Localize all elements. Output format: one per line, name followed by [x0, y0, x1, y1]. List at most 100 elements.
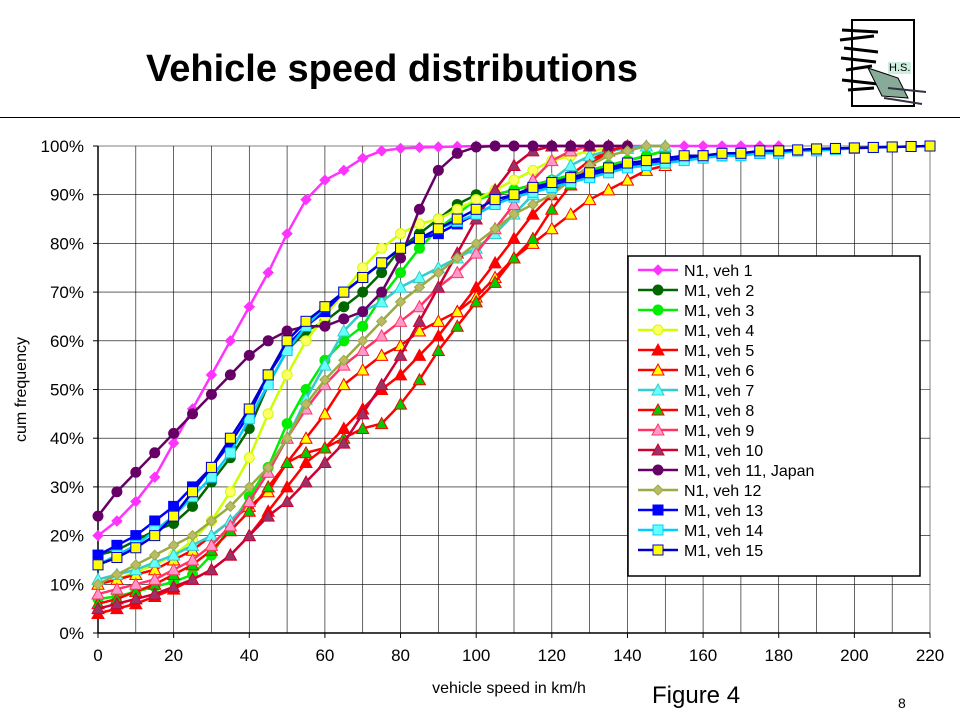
data-point-15 [130, 542, 142, 554]
data-point-12 [413, 281, 426, 293]
data-point-7 [147, 555, 162, 568]
figure-label: Figure 4 [652, 682, 741, 709]
data-point-15 [508, 189, 520, 201]
data-point-6 [374, 348, 389, 361]
data-point-7 [185, 538, 200, 551]
data-point-9 [469, 246, 484, 259]
data-point-9 [110, 582, 124, 595]
data-point-6 [336, 377, 351, 391]
data-point-11 [243, 349, 255, 361]
data-point-11 [584, 140, 596, 152]
data-point-15 [376, 257, 388, 269]
x-tick-label: 100 [462, 646, 490, 665]
data-point-15 [811, 143, 823, 155]
data-point-15 [489, 194, 501, 206]
data-point-15 [357, 271, 369, 283]
data-point-15 [621, 157, 633, 169]
data-point-1 [281, 227, 293, 240]
legend-marker [651, 342, 665, 356]
data-point-1 [300, 193, 312, 206]
y-tick-label: 30% [50, 478, 84, 497]
data-point-6 [620, 173, 635, 186]
data-point-10 [91, 601, 105, 615]
data-point-8 [412, 372, 427, 386]
data-point-5 [488, 255, 502, 269]
data-point-15 [886, 141, 898, 153]
data-point-12 [621, 145, 634, 157]
x-tick-label: 180 [765, 646, 793, 665]
data-point-1 [130, 495, 142, 508]
data-point-10 [261, 509, 276, 522]
data-point-6 [601, 182, 616, 196]
data-point-15 [659, 152, 671, 164]
x-tick-label: 60 [315, 646, 334, 665]
legend-label: N1, veh 1 [684, 263, 753, 280]
y-tick-label: 20% [50, 527, 84, 546]
data-point-15 [829, 142, 841, 154]
legend-label: M1, veh 8 [684, 403, 754, 420]
legend-label: M1, veh 5 [684, 343, 754, 360]
legend-box [627, 255, 921, 577]
data-point-4 [262, 408, 274, 420]
data-point-12 [432, 266, 445, 279]
data-point-15 [773, 145, 785, 157]
data-point-15 [565, 172, 577, 184]
data-point-1 [111, 515, 123, 527]
legend-marker [652, 264, 664, 276]
data-point-6 [450, 304, 465, 318]
data-point-8 [299, 445, 313, 459]
data-point-10 [223, 548, 238, 561]
data-point-11 [489, 140, 501, 152]
data-point-12 [205, 515, 218, 527]
data-point-4 [376, 242, 388, 254]
data-point-4 [451, 203, 463, 215]
data-point-15 [867, 141, 879, 153]
data-point-10 [507, 158, 521, 171]
data-point-12 [338, 354, 350, 366]
data-point-10 [128, 591, 143, 605]
data-point-15 [413, 233, 425, 245]
data-point-3 [413, 242, 425, 254]
data-point-15 [319, 301, 331, 313]
data-point-12 [300, 398, 312, 410]
data-point-1 [149, 471, 161, 483]
data-point-6 [563, 207, 578, 220]
data-point-9 [91, 586, 105, 600]
data-point-10 [431, 280, 446, 293]
data-point-9 [128, 577, 143, 590]
data-point-2 [338, 301, 350, 313]
x-tick-label: 160 [689, 646, 717, 665]
data-point-15 [395, 242, 407, 254]
data-point-2 [187, 500, 199, 512]
data-point-10 [280, 494, 294, 508]
legend-marker [651, 362, 665, 376]
data-point-12 [357, 335, 369, 347]
y-tick-label: 90% [50, 186, 84, 205]
data-point-10 [412, 314, 427, 327]
data-point-12 [262, 461, 274, 474]
data-point-12 [92, 578, 104, 591]
data-point-6 [412, 324, 427, 337]
data-point-15 [300, 315, 312, 327]
data-point-15 [243, 403, 255, 415]
legend-label: M1, veh 2 [684, 283, 754, 300]
x-tick-label: 0 [93, 646, 102, 665]
data-point-7 [318, 358, 332, 371]
data-point-11 [470, 141, 482, 153]
data-point-1 [338, 164, 350, 177]
data-point-12 [470, 237, 482, 250]
data-point-1 [92, 529, 104, 542]
legend-marker [652, 304, 664, 316]
data-point-10 [147, 586, 162, 600]
data-point-15 [848, 142, 860, 154]
data-point-5 [526, 207, 540, 220]
data-point-11 [451, 147, 463, 159]
data-point-10 [393, 348, 408, 361]
data-point-15 [187, 486, 199, 498]
data-point-12 [281, 432, 293, 444]
data-point-8 [318, 440, 332, 454]
x-tick-label: 140 [613, 646, 641, 665]
y-tick-label: 80% [50, 234, 84, 253]
data-point-1 [357, 152, 369, 164]
